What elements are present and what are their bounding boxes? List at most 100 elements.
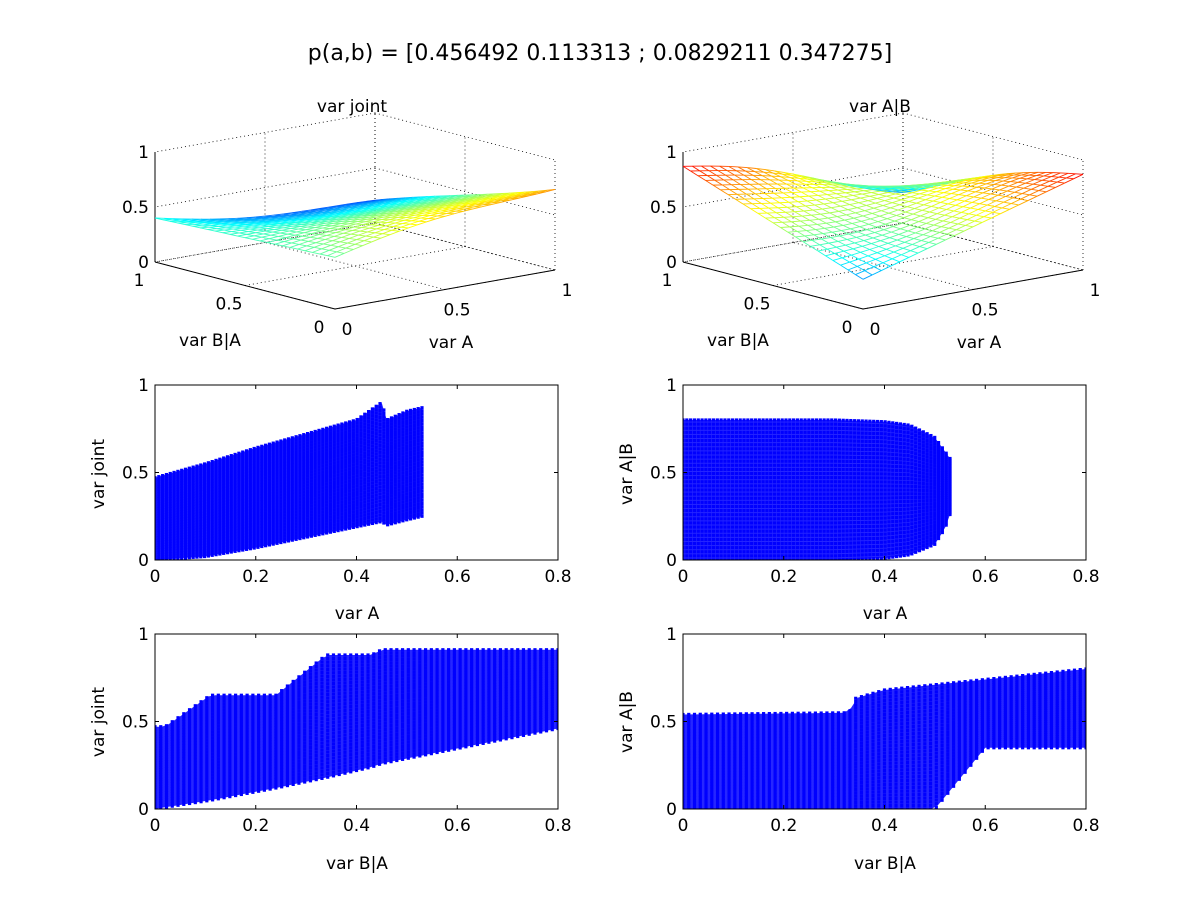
mesh-line bbox=[945, 188, 954, 190]
mesh-line bbox=[1031, 188, 1039, 191]
mesh-line bbox=[782, 173, 792, 176]
mesh-line bbox=[281, 227, 291, 231]
mesh-line bbox=[323, 243, 331, 246]
mesh-line bbox=[981, 217, 992, 223]
mesh-line bbox=[416, 197, 426, 201]
mesh-line bbox=[276, 217, 286, 220]
mesh-line bbox=[304, 246, 315, 252]
mesh-line bbox=[1038, 185, 1049, 191]
mesh-line bbox=[908, 252, 919, 258]
mesh-line bbox=[918, 221, 927, 224]
mesh-line bbox=[932, 230, 940, 233]
mesh-line bbox=[1019, 174, 1029, 179]
mesh-line bbox=[808, 194, 819, 197]
mesh-line bbox=[910, 196, 919, 199]
mesh-line bbox=[361, 207, 371, 211]
mesh-line bbox=[380, 234, 391, 239]
mesh-line bbox=[415, 204, 426, 208]
mesh-line bbox=[340, 220, 351, 224]
mesh-line bbox=[361, 224, 371, 228]
mesh-line bbox=[986, 183, 994, 185]
mesh-line bbox=[827, 193, 837, 196]
x-tick-label: 0.4 bbox=[343, 567, 370, 587]
mesh-line bbox=[804, 235, 813, 241]
mesh-line bbox=[780, 176, 789, 181]
mesh-line bbox=[962, 182, 972, 187]
mesh-line bbox=[894, 220, 903, 224]
mesh-line bbox=[878, 242, 889, 247]
mesh-line bbox=[902, 219, 912, 224]
mesh-line bbox=[782, 221, 792, 223]
mesh-line bbox=[824, 227, 833, 233]
mesh-line bbox=[427, 206, 437, 210]
mesh-line bbox=[510, 196, 521, 200]
mesh-line bbox=[869, 195, 878, 199]
mesh-line bbox=[439, 202, 450, 205]
mesh-line bbox=[819, 190, 829, 192]
mesh-line bbox=[344, 204, 354, 207]
mesh-line bbox=[339, 214, 350, 217]
mesh-line bbox=[508, 192, 518, 196]
mesh-line bbox=[917, 194, 928, 199]
y-tick-label: 1 bbox=[662, 271, 673, 291]
mesh-line bbox=[956, 180, 966, 184]
mesh-line bbox=[464, 199, 474, 203]
mesh-line bbox=[959, 213, 970, 219]
mesh-line bbox=[369, 224, 379, 229]
mesh-line bbox=[874, 232, 883, 236]
mesh-line bbox=[922, 230, 933, 236]
mesh-line bbox=[467, 197, 477, 200]
mesh-line bbox=[797, 200, 808, 203]
mesh-line bbox=[304, 232, 312, 235]
y-axis-label: var joint bbox=[89, 439, 109, 509]
mesh-line bbox=[817, 248, 828, 252]
mesh-line bbox=[269, 217, 279, 220]
data-point bbox=[202, 554, 207, 559]
scatter-plot-a-given-b-vs-var-a: 0 0.2 0.4 0.6 0.800.51 var A var A|B bbox=[617, 376, 1100, 624]
mesh-line bbox=[861, 245, 870, 250]
mesh-line bbox=[952, 185, 963, 190]
mesh-line bbox=[831, 207, 840, 212]
mesh-line bbox=[380, 209, 391, 213]
mesh-line bbox=[440, 195, 451, 198]
mesh-line bbox=[867, 226, 877, 231]
mesh-line bbox=[776, 183, 785, 189]
mesh-line bbox=[272, 229, 282, 233]
mesh-line bbox=[275, 225, 286, 228]
mesh-line bbox=[499, 194, 509, 197]
mesh-line bbox=[976, 210, 986, 216]
mesh-line bbox=[295, 220, 306, 223]
mesh-line bbox=[332, 236, 342, 242]
mesh-line bbox=[402, 203, 412, 207]
mesh-line bbox=[804, 183, 813, 189]
mesh-line bbox=[374, 232, 383, 235]
data-point bbox=[241, 450, 245, 454]
mesh-line bbox=[1005, 191, 1015, 197]
x-tick-label: 0.2 bbox=[242, 567, 269, 587]
mesh-line bbox=[338, 242, 348, 248]
mesh-line bbox=[943, 192, 952, 195]
mesh-line bbox=[892, 199, 902, 204]
mesh-line bbox=[790, 196, 799, 203]
mesh-line bbox=[901, 250, 911, 256]
mesh-line bbox=[955, 200, 965, 206]
mesh-line bbox=[949, 194, 960, 199]
mesh-line bbox=[850, 226, 860, 230]
mesh-line bbox=[377, 200, 387, 203]
mesh-line bbox=[975, 187, 985, 193]
mesh-line bbox=[787, 230, 798, 233]
mesh-line bbox=[1016, 182, 1026, 188]
data-point bbox=[244, 547, 249, 551]
mesh-line bbox=[232, 220, 242, 223]
mesh-line bbox=[992, 207, 1003, 213]
mesh-line bbox=[356, 200, 366, 204]
mesh-line bbox=[284, 223, 295, 227]
mesh-line bbox=[760, 179, 769, 185]
mesh-line bbox=[837, 214, 847, 218]
mesh-line bbox=[1058, 176, 1067, 179]
mesh-line bbox=[1029, 190, 1040, 196]
mesh-line bbox=[961, 211, 969, 215]
y-axis-label: var B|A bbox=[707, 331, 769, 351]
mesh-line bbox=[428, 199, 438, 203]
mesh-line bbox=[750, 208, 759, 214]
